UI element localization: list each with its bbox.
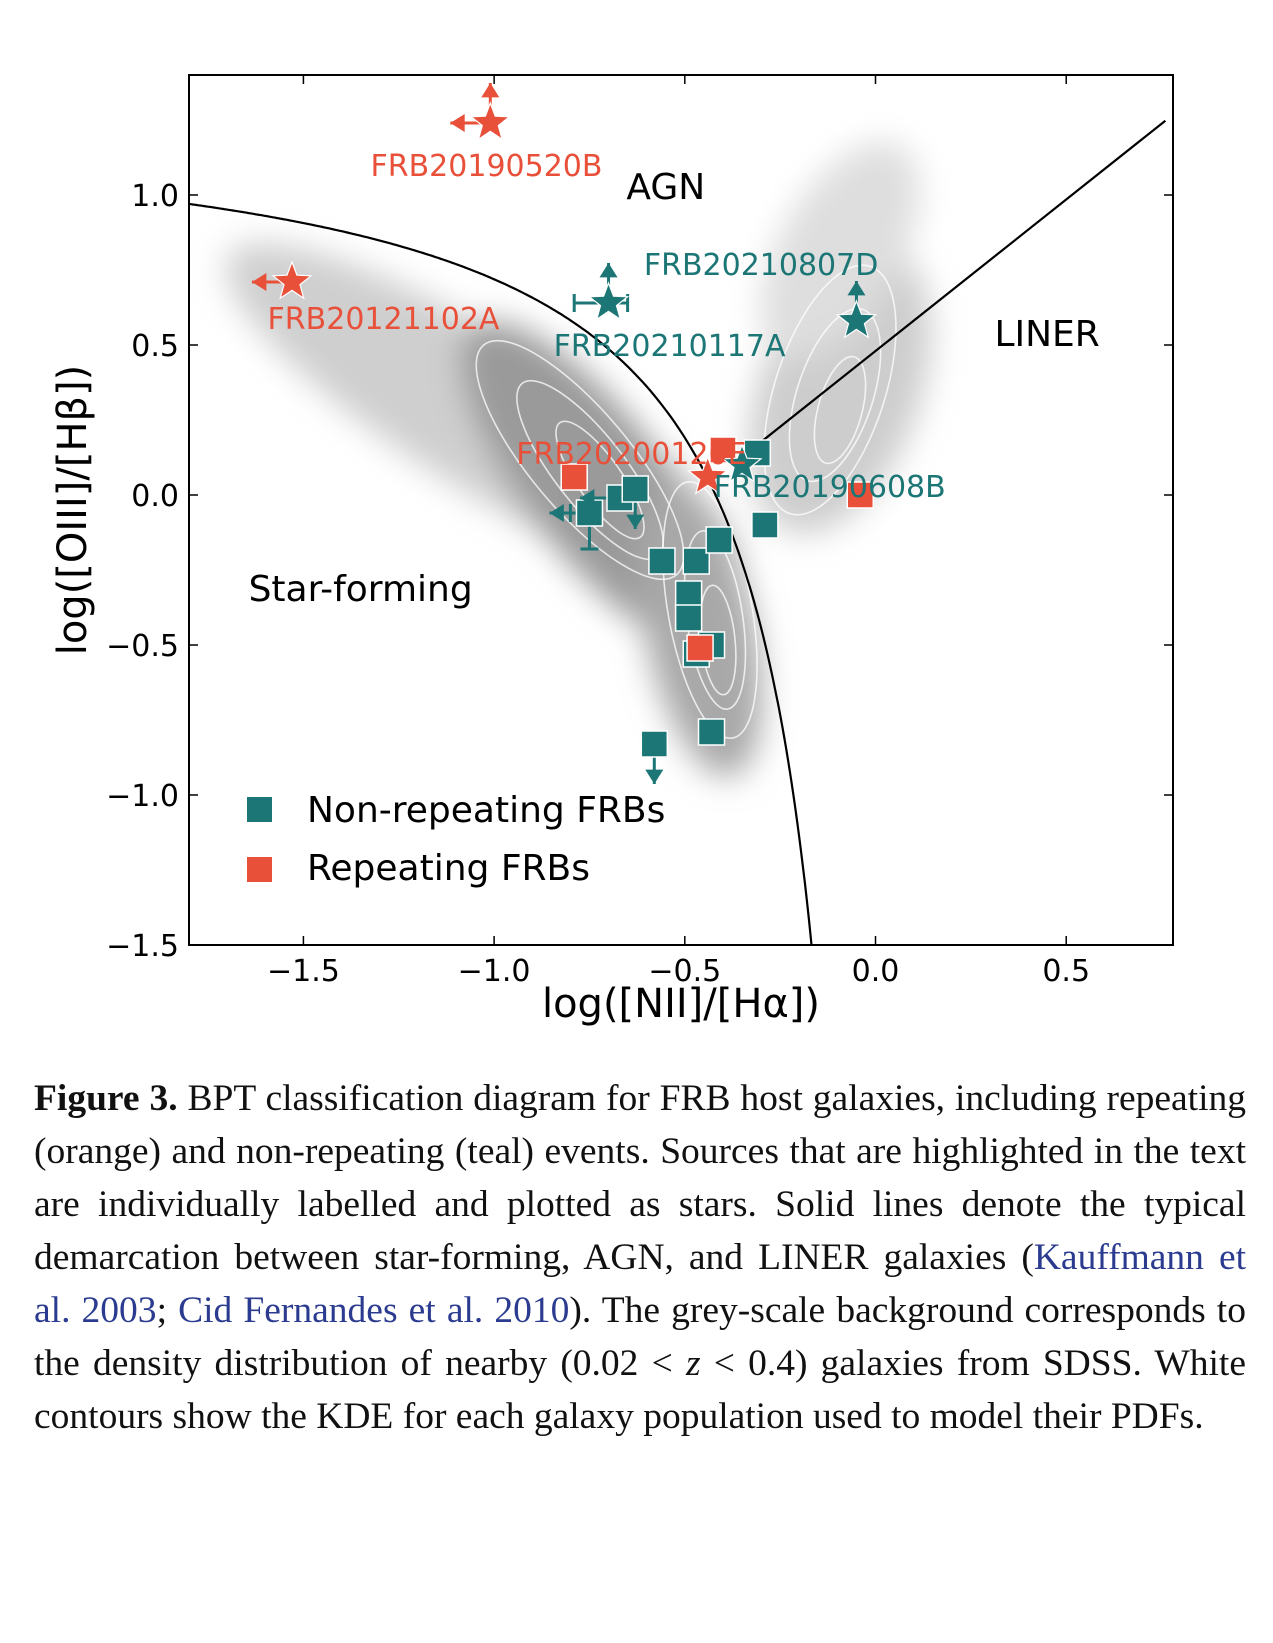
repeating-square [846, 481, 875, 509]
non-repeating-square [648, 547, 676, 575]
non-repeating-square [697, 718, 726, 746]
limit-arrow-head [251, 273, 267, 291]
limit-arrow-head [579, 489, 595, 507]
repeating-square [686, 634, 714, 662]
star-label: FRB20121102A [268, 302, 500, 337]
highlighted-star [271, 260, 313, 300]
limit-arrow-head [645, 769, 664, 784]
limit-arrow-head [481, 83, 500, 98]
citation-kauffmann[interactable]: Kauffmann et al. 2003 [34, 1237, 1247, 1331]
non-repeating-square [621, 475, 649, 503]
highlighted-star [587, 281, 630, 321]
non-repeating-square [674, 604, 703, 632]
x-tick-label: −0.5 [648, 954, 721, 989]
star-label: FRB20190608B [714, 470, 946, 505]
non-repeating-square [751, 511, 779, 539]
legend-label-rep: Repeating FRBs [307, 848, 590, 889]
highlighted-star-marks [251, 83, 878, 495]
citation-cid-fernandes[interactable]: Cid Fernandes et al. 2010 [178, 1290, 570, 1331]
non-repeating-square [640, 730, 669, 758]
limit-arrow-head [450, 114, 465, 132]
y-tick-label: −0.5 [106, 629, 179, 664]
highlighted-star [469, 101, 511, 141]
plot-frame [188, 74, 1174, 946]
caption-label: Figure 3. [34, 1078, 178, 1119]
caption-separator: ; [156, 1290, 179, 1331]
highlighted-star [721, 443, 763, 483]
y-tick-label: −1.5 [106, 929, 179, 964]
data-points [251, 83, 878, 784]
star-label: FRB20190520B [371, 149, 603, 184]
non-repeating-square [674, 580, 703, 608]
caption-text-1: BPT classification diagram for FRB host … [34, 1078, 1246, 1278]
region-label: Star-forming [249, 569, 473, 610]
caption-redshift-z: z [685, 1343, 701, 1384]
legend-marker-nonrep [247, 797, 272, 822]
repeating-marks [560, 436, 875, 662]
figure-caption: Figure 3. BPT classification diagram for… [34, 1072, 1246, 1443]
caption-text-3: < 0.4) galaxies from SDSS. White contour… [34, 1343, 1246, 1437]
repeating-square [560, 463, 588, 491]
region-labels: AGN LINER Star-forming [249, 167, 1100, 610]
limit-arrow-head [847, 281, 866, 296]
star-label: FRB20200120E [516, 437, 746, 472]
x-tick-label: 0.0 [852, 954, 900, 989]
y-tick-label: −1.0 [106, 779, 179, 814]
region-label: LINER [994, 314, 1099, 355]
region-label: AGN [626, 167, 705, 208]
density-blob-agn [760, 141, 920, 359]
x-axis-label: log([NII]/[Hα]) [542, 981, 820, 1027]
limit-arrow-head [626, 514, 645, 529]
non-repeating-square [682, 547, 711, 575]
legend-marker-rep [247, 857, 272, 882]
highlighted-star [835, 299, 878, 339]
y-tick-label: 0.0 [131, 479, 179, 514]
limit-arrow-head [549, 504, 564, 522]
y-tick-label: 0.5 [131, 329, 179, 364]
legend-label-nonrep: Non-repeating FRBs [307, 790, 665, 831]
limit-arrow-head [599, 263, 618, 278]
star-labels: FRB20190520B FRB20121102A FRB20210807D FRB2… [268, 149, 946, 505]
star-label: FRB20210807D [644, 248, 878, 283]
non-repeating-square [705, 526, 733, 554]
y-tick-label: 1.0 [131, 179, 179, 214]
x-tick-label: 0.5 [1042, 954, 1090, 989]
caption-text-2: ). The grey-scale background corresponds… [34, 1290, 1246, 1384]
x-tick-label: −1.5 [267, 954, 340, 989]
axes-ticks: −1.5 −1.0 −0.5 0.0 0.5 −1.5 −1.0 −0.5 0.0 0.5 1.0 [106, 75, 1173, 989]
x-tick-label: −1.0 [458, 954, 531, 989]
legend: Non-repeating FRBs Repeating FRBs [247, 790, 665, 889]
star-label: FRB20210117A [554, 329, 786, 364]
y-axis-label: log([OIII]/[Hβ]) [50, 365, 96, 656]
bpt-chart: −1.5 −1.0 −0.5 0.0 0.5−1.5−1.0−0.50.00.51.0 … [50, 74, 1174, 1027]
cid-fernandes-demarcation-line [760, 119, 1167, 443]
highlighted-star [687, 455, 729, 495]
